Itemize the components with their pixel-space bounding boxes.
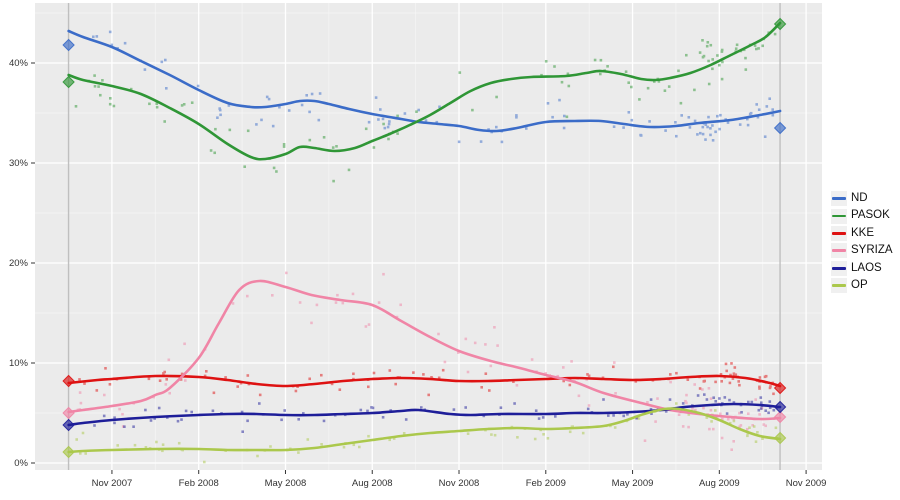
election-diamond-nd [773,121,787,135]
legend-key-syriza [831,243,847,259]
election-diamond-pasok [62,75,75,89]
legend-label: SYRIZA [851,244,893,257]
election-diamond-syriza [773,410,787,424]
x-tick-label: Nov 2008 [439,478,480,489]
x-tick-label: Feb 2009 [526,478,566,489]
trend-line-op [67,407,782,454]
election-diamond-kke [62,374,75,388]
x-tick-label: Aug 2009 [699,478,740,489]
legend-item-kke: KKE [831,225,893,242]
legend-label: OP [851,278,868,291]
legend-label: PASOK [851,209,890,222]
x-tick-label: Nov 2009 [786,478,827,489]
election-diamond-nd [62,38,75,52]
legend: ND PASOK KKE SYRIZA LAOS OP [831,190,893,294]
legend-key-kke [831,225,847,241]
y-tick-label: 30% [9,158,29,169]
legend-item-op: OP [831,277,893,294]
legend-key-pasok [831,208,847,224]
scatter-points-op [75,402,779,464]
election-diamond-kke [773,381,787,395]
legend-item-syriza: SYRIZA [831,242,893,259]
axis-ticks [31,62,807,474]
legend-swatch-icon [832,197,846,201]
y-tick-label: 10% [9,358,29,369]
trend-line-syriza [67,279,782,421]
trend-line-kke [67,374,782,388]
y-tick-label: 20% [9,258,29,269]
x-tick-label: Aug 2008 [352,478,393,489]
plot-panel [35,3,822,470]
election-diamond-laos [773,400,787,414]
y-tick-label: 40% [9,58,29,69]
legend-key-laos [831,260,847,276]
election-diamond-laos [62,418,75,432]
legend-label: LAOS [851,261,882,274]
trend-line-pasok [67,21,782,161]
trend-line-laos [67,402,782,427]
legend-swatch-icon [832,284,846,288]
election-diamond-syriza [62,406,75,420]
election-diamond-pasok [773,17,787,31]
legend-item-laos: LAOS [831,260,893,277]
legend-key-nd [831,191,847,207]
x-tick-label: May 2009 [612,478,654,489]
major-gridlines [35,3,822,470]
scatter-points-pasok [74,31,777,183]
scatter-points-nd [92,30,775,144]
x-tick-label: Nov 2007 [92,478,133,489]
election-result-markers [62,38,75,459]
legend-item-pasok: PASOK [831,207,893,224]
election-diamond-op [62,445,75,459]
election-diamond-op [773,431,787,445]
legend-label: KKE [851,226,875,239]
legend-swatch-icon [832,249,846,253]
legend-key-op [831,278,847,294]
x-tick-label: Feb 2008 [179,478,219,489]
y-tick-label: 0% [14,458,28,469]
legend-item-nd: ND [831,190,893,207]
legend-swatch-icon [832,232,846,235]
legend-swatch-icon [832,266,846,270]
legend-swatch-icon [832,214,846,218]
trend-line-nd [67,29,782,133]
legend-label: ND [851,191,868,204]
election-result-markers [773,17,787,445]
x-tick-label: May 2008 [265,478,307,489]
